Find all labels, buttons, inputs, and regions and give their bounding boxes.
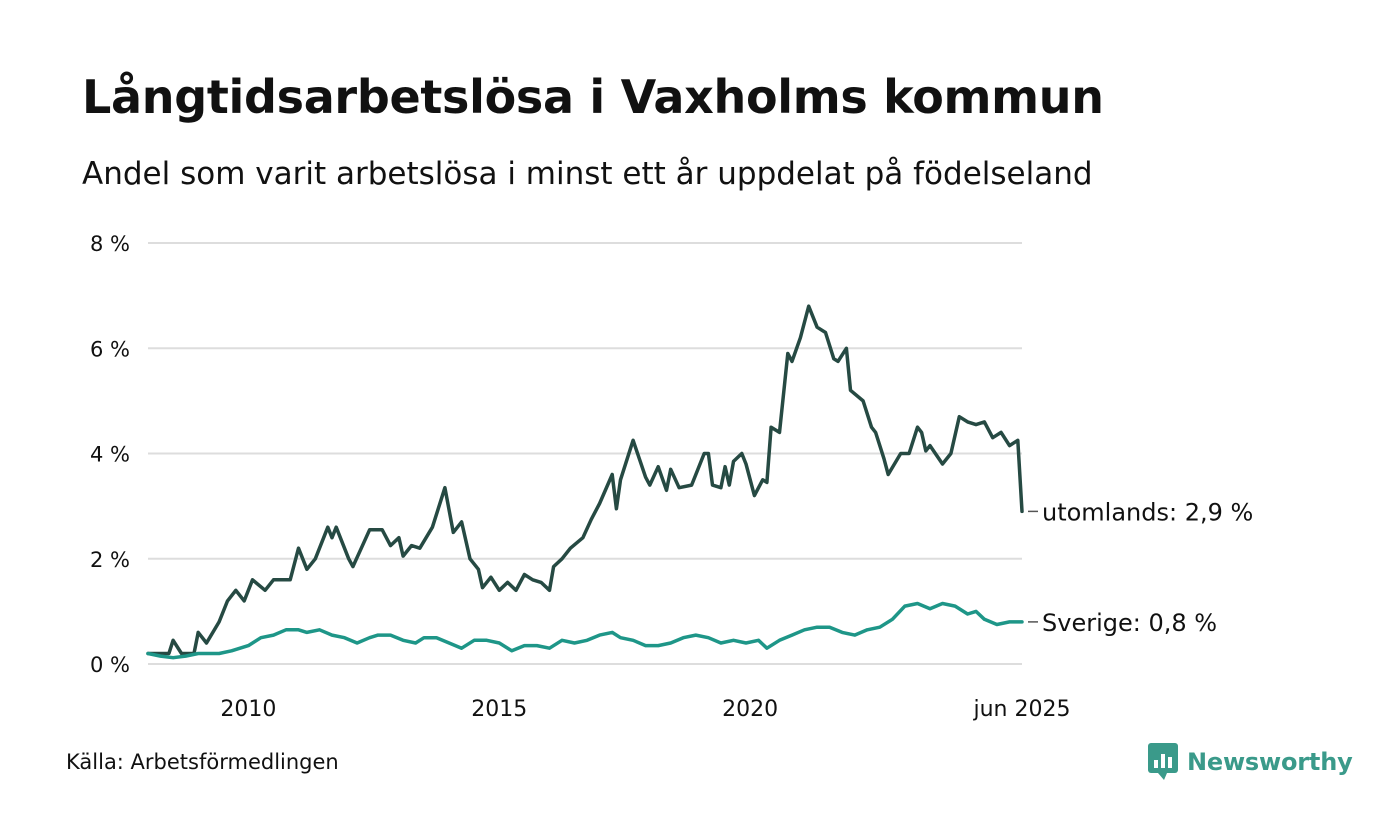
- series-line-utomlands: [146, 304, 1024, 656]
- chart-title: Långtidsarbetslösa i Vaxholms kommun: [82, 70, 1104, 124]
- y-tick-label-2: 2 %: [90, 548, 130, 572]
- y-tick-label-4: 4 %: [90, 443, 130, 467]
- series-line-sverige: [146, 601, 1024, 660]
- grid-lines: [148, 242, 1022, 665]
- x-tick-label-2015: 2015: [471, 697, 527, 722]
- brand-logo: Newsworthy: [1148, 742, 1353, 782]
- x-tick-label-2020: 2020: [722, 697, 778, 722]
- x-tick-label-2010: 2010: [220, 697, 276, 722]
- chart-subtitle: Andel som varit arbetslösa i minst ett å…: [82, 156, 1093, 192]
- y-tick-label-8: 8 %: [90, 232, 130, 256]
- x-tick-label-jun-2025: jun 2025: [973, 697, 1071, 722]
- end-label-sverige: Sverige: 0,8 %: [1042, 609, 1217, 637]
- end-label-utomlands: utomlands: 2,9 %: [1042, 498, 1253, 526]
- x-axis-tick-labels: 2010 2015 2020 jun 2025: [220, 697, 1070, 722]
- series-lines: [146, 304, 1024, 660]
- series-end-labels: utomlands: 2,9 % Sverige: 0,8 %: [1028, 498, 1253, 637]
- newsworthy-icon: [1148, 743, 1178, 780]
- y-tick-label-0: 0 %: [90, 653, 130, 677]
- y-axis-tick-labels: 0 % 2 % 4 % 6 % 8 %: [90, 232, 130, 677]
- brand-name: Newsworthy: [1187, 748, 1353, 776]
- y-tick-label-6: 6 %: [90, 337, 130, 361]
- source-note: Källa: Arbetsförmedlingen: [66, 750, 339, 774]
